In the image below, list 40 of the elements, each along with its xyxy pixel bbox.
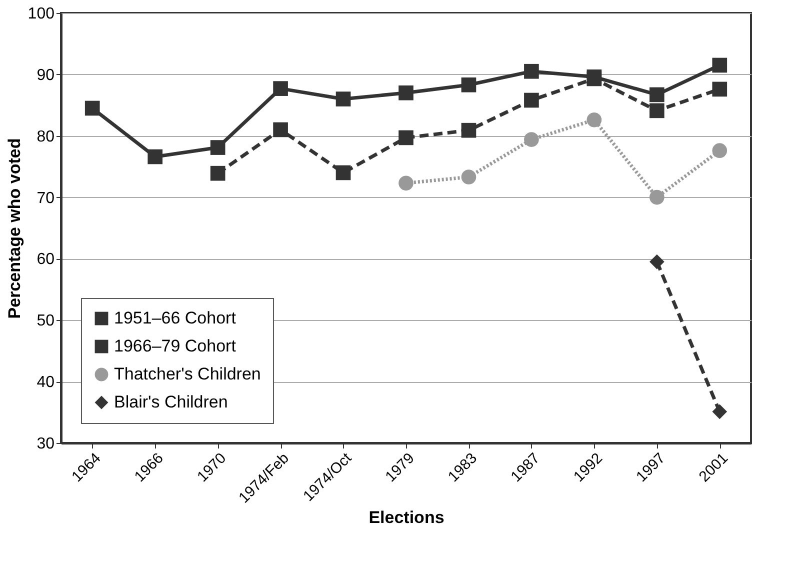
point xyxy=(524,132,539,147)
point xyxy=(461,77,476,92)
point xyxy=(649,87,664,102)
point xyxy=(712,82,728,97)
point xyxy=(524,92,539,108)
point xyxy=(148,149,163,164)
point xyxy=(210,166,226,181)
point xyxy=(712,404,728,420)
point xyxy=(336,92,351,106)
point xyxy=(336,165,351,180)
point xyxy=(210,140,226,155)
point xyxy=(273,81,288,96)
legend-label: Thatcher's Children xyxy=(114,364,261,384)
point xyxy=(84,100,100,116)
legend-label: Blair's Children xyxy=(114,392,228,412)
point xyxy=(712,58,728,73)
y-axis-title: Percentage who voted xyxy=(4,138,24,319)
point xyxy=(398,85,414,100)
point xyxy=(398,130,414,146)
y-tick-label: 30 xyxy=(36,436,55,452)
y-tick-label: 80 xyxy=(36,128,55,146)
legend-label: 1951–66 Cohort xyxy=(114,308,236,328)
point xyxy=(649,254,664,270)
point xyxy=(398,176,414,191)
y-tick-label: 40 xyxy=(36,374,55,392)
point xyxy=(649,190,664,205)
point xyxy=(461,170,476,184)
y-tick-label: 70 xyxy=(36,190,55,207)
point xyxy=(586,112,602,128)
point xyxy=(461,122,476,138)
y-tick-label: 100 xyxy=(28,6,55,22)
point xyxy=(649,103,664,118)
point xyxy=(712,143,728,158)
point xyxy=(273,122,288,138)
legend-label: 1966–79 Cohort xyxy=(114,336,236,356)
x-axis-title: Elections xyxy=(368,508,444,527)
y-tick-label: 60 xyxy=(36,251,55,268)
point xyxy=(524,64,539,79)
y-tick-label: 90 xyxy=(36,66,55,84)
y-tick-label: 50 xyxy=(36,312,55,330)
